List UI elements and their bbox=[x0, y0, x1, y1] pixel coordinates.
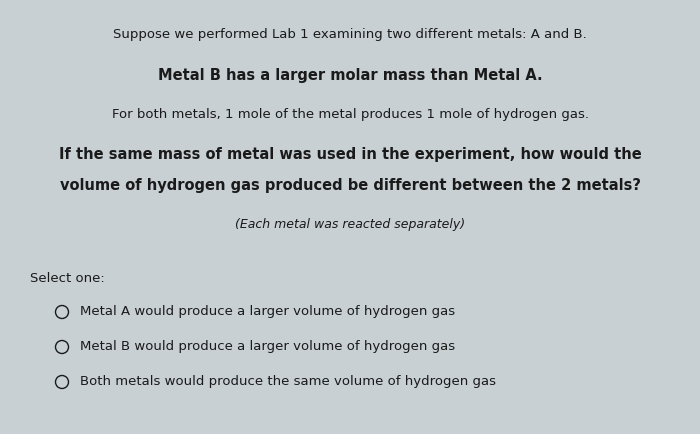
Text: Metal A would produce a larger volume of hydrogen gas: Metal A would produce a larger volume of… bbox=[80, 305, 455, 318]
Text: Metal B has a larger molar mass than Metal A.: Metal B has a larger molar mass than Met… bbox=[158, 68, 542, 83]
Text: (Each metal was reacted separately): (Each metal was reacted separately) bbox=[235, 218, 465, 231]
Text: Both metals would produce the same volume of hydrogen gas: Both metals would produce the same volum… bbox=[80, 375, 496, 388]
Text: For both metals, 1 mole of the metal produces 1 mole of hydrogen gas.: For both metals, 1 mole of the metal pro… bbox=[111, 108, 589, 121]
Text: Suppose we performed Lab 1 examining two different metals: A and B.: Suppose we performed Lab 1 examining two… bbox=[113, 28, 587, 41]
Text: volume of hydrogen gas produced be different between the 2 metals?: volume of hydrogen gas produced be diffe… bbox=[60, 178, 640, 193]
Text: Metal B would produce a larger volume of hydrogen gas: Metal B would produce a larger volume of… bbox=[80, 340, 455, 353]
Text: Select one:: Select one: bbox=[30, 272, 105, 285]
Text: If the same mass of metal was used in the experiment, how would the: If the same mass of metal was used in th… bbox=[59, 147, 641, 162]
